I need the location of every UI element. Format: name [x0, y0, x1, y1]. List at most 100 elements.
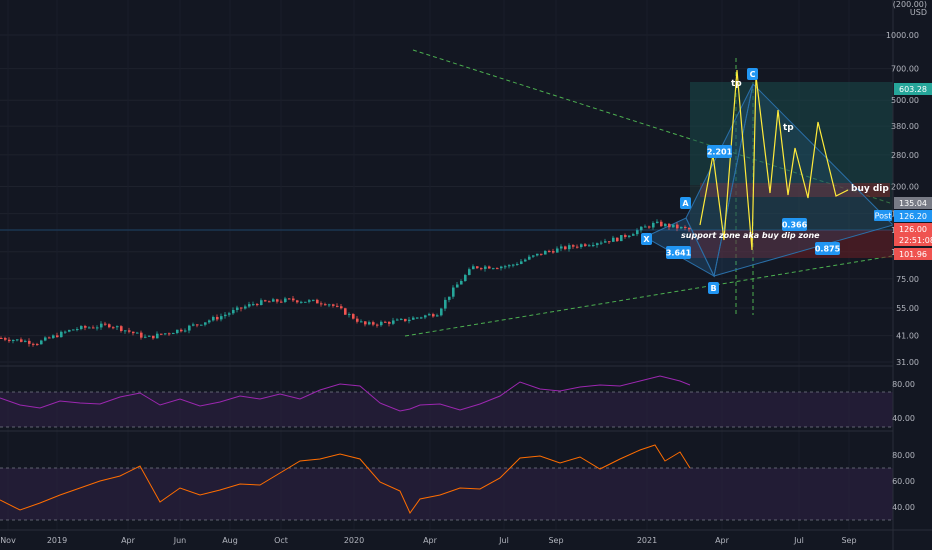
candle-body	[512, 264, 515, 266]
time-tick-label: Jul	[793, 536, 804, 545]
candle-body	[652, 222, 655, 228]
price-tick-label: 200.00	[891, 183, 919, 192]
ratio-2201-tag	[707, 145, 732, 158]
time-tick-label: Jun	[173, 536, 187, 545]
point-x-tag	[641, 233, 652, 245]
candle-body	[660, 221, 663, 227]
candle-body	[192, 324, 195, 326]
candle-body	[528, 256, 531, 260]
candle-body	[264, 300, 267, 302]
ratio-0366-text: 0.366	[782, 221, 808, 230]
time-tick-label: Oct	[274, 536, 288, 545]
candle-body	[444, 299, 447, 309]
candle-body	[180, 329, 183, 332]
candle-body	[32, 343, 35, 345]
candle-body	[352, 314, 355, 319]
candle-body	[616, 237, 619, 242]
stoch-tick-label: 40.00	[892, 503, 915, 512]
price-tick-label: 280.00	[891, 151, 919, 160]
time-tick-label: Apr	[715, 536, 730, 545]
price-tick-label: 500.00	[891, 96, 919, 105]
candle-body	[628, 235, 631, 237]
candle-body	[644, 226, 647, 228]
candle-body	[160, 333, 163, 335]
projection-path	[699, 69, 849, 251]
candle-body	[80, 326, 83, 330]
candle-body	[92, 327, 95, 329]
candle-body	[448, 296, 451, 300]
candle-body	[0, 338, 3, 340]
ratio-0875-tag	[815, 242, 840, 255]
time-tick-label: Nov	[0, 536, 16, 545]
candle-body	[536, 253, 539, 256]
candle-body	[244, 306, 247, 309]
candle-body	[4, 338, 7, 340]
candle-body	[112, 327, 115, 329]
rsi-tick-label: 40.00	[892, 414, 915, 423]
candle-body	[496, 268, 499, 270]
candle-body	[604, 241, 607, 243]
candle-body	[148, 335, 151, 337]
candle-body	[220, 316, 223, 320]
candle-body	[380, 321, 383, 326]
candle-body	[68, 329, 71, 332]
candle-body	[24, 340, 27, 342]
candle-body	[560, 246, 563, 249]
candle-body	[288, 298, 291, 300]
candle-body	[116, 326, 119, 328]
candle-body	[372, 322, 375, 325]
candle-body	[436, 315, 439, 317]
candle-body	[576, 246, 579, 248]
candle-body	[596, 243, 599, 246]
candle-body	[464, 274, 467, 281]
candle-body	[468, 269, 471, 275]
candle-body	[164, 333, 167, 335]
candle-body	[556, 248, 559, 253]
candle-body	[608, 241, 611, 243]
price-badge	[894, 210, 932, 222]
lower-trendline	[404, 255, 893, 337]
candle-body	[144, 336, 147, 338]
candle-body	[420, 317, 423, 319]
candle-body	[476, 266, 479, 269]
candle-body	[508, 265, 511, 267]
candle-body	[324, 304, 327, 306]
candle-body	[36, 344, 39, 346]
candle-body	[216, 316, 219, 320]
candle-body	[240, 307, 243, 309]
candle-body	[472, 266, 475, 270]
tp-label-1: tp	[731, 79, 742, 89]
candle-body	[572, 245, 575, 247]
candle-body	[440, 308, 443, 316]
candle-body	[224, 314, 227, 317]
candle-body	[140, 332, 143, 338]
candle-body	[168, 333, 171, 335]
candle-body	[200, 324, 203, 326]
candle-body	[516, 263, 519, 265]
candle-body	[520, 261, 523, 264]
ratio-3641-tag	[666, 246, 691, 259]
candle-body	[564, 246, 567, 250]
candle-body	[12, 339, 15, 342]
candle-body	[364, 321, 367, 325]
price-badge	[894, 83, 932, 95]
post-badge	[874, 210, 892, 221]
candle-body	[88, 327, 91, 329]
candle-body	[284, 298, 287, 303]
candle-body	[248, 304, 251, 307]
candle-body	[460, 280, 463, 285]
candle-body	[680, 226, 683, 229]
time-tick-label: Sep	[841, 536, 856, 545]
candle-body	[272, 299, 275, 302]
candle-body	[392, 320, 395, 324]
candle-body	[76, 329, 79, 331]
price-badge	[894, 248, 932, 260]
price-tick-label: 1000.00	[886, 31, 919, 40]
price-tick-label: 41.00	[896, 332, 919, 341]
candle-body	[184, 330, 187, 332]
price-badge	[894, 234, 932, 246]
candle-body	[196, 324, 199, 326]
candle-body	[356, 318, 359, 322]
candle-body	[296, 300, 299, 303]
currency-label: USD	[910, 8, 927, 17]
